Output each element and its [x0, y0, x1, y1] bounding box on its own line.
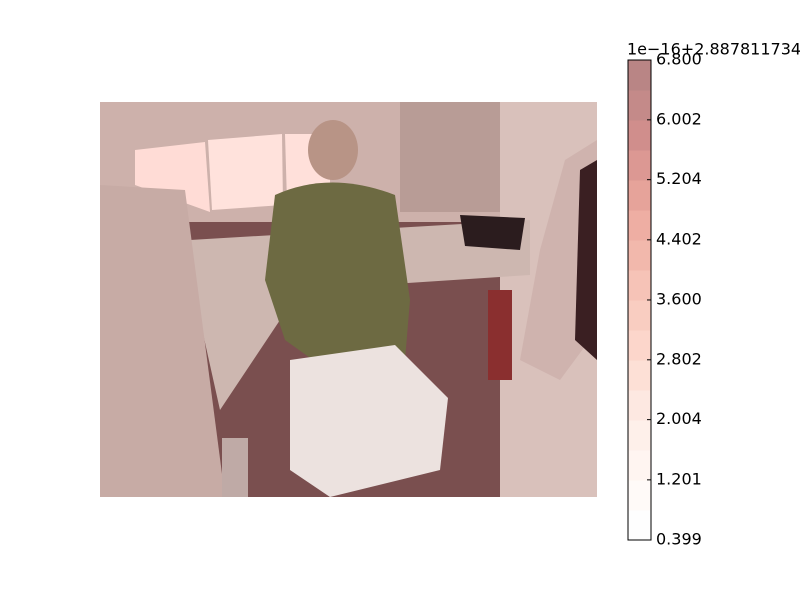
colorbar-tick-label: 3.600 [656, 289, 702, 308]
colorbar-band [628, 360, 651, 391]
colorbar-tick-label: 6.800 [656, 50, 702, 69]
photo-cubicle-panel [100, 185, 225, 497]
colorbar-tick-label: 1.201 [656, 469, 702, 488]
colorbar-offset-text: 1e−16+2.887811734 [627, 40, 800, 59]
photo-cabinet [290, 345, 448, 497]
photo-trash-can [222, 438, 248, 497]
colorbar-band [628, 180, 651, 211]
photo-shirt [265, 182, 410, 365]
colorbar-band [628, 60, 651, 91]
photo-laptop-bag [460, 215, 525, 250]
colorbar-tick-label: 2.004 [656, 409, 702, 428]
colorbar-tick-label: 2.802 [656, 349, 702, 368]
colorbar-band [628, 120, 651, 151]
colorbar-band [628, 330, 651, 361]
colorbar-band [628, 240, 651, 271]
colorbar-band [628, 480, 651, 511]
colorbar-tick-label: 0.399 [656, 530, 702, 549]
colorbar-tick-label: 5.204 [656, 169, 702, 188]
colorbar-band [628, 300, 651, 331]
colorbar-band [628, 450, 651, 481]
colorbar-band [628, 90, 651, 121]
colorbar-tick-label: 6.002 [656, 109, 702, 128]
colorbar-band [628, 270, 651, 301]
colorbar: 0.399 1.201 2.004 2.802 3.600 4.402 5.204 6.002… [627, 50, 702, 549]
colorbar-band [628, 150, 651, 181]
colorbar-band [628, 390, 651, 421]
photo-monitor [208, 134, 283, 210]
photo-red-box [488, 290, 512, 380]
colorbar-tick-label: 4.402 [656, 229, 702, 248]
photo-bag [575, 160, 597, 360]
colorbar-band [628, 510, 651, 541]
colorbar-band [628, 210, 651, 241]
photo-head [308, 120, 358, 180]
colorbar-band [628, 420, 651, 451]
photo-monitor [135, 142, 210, 212]
photo [100, 102, 597, 497]
